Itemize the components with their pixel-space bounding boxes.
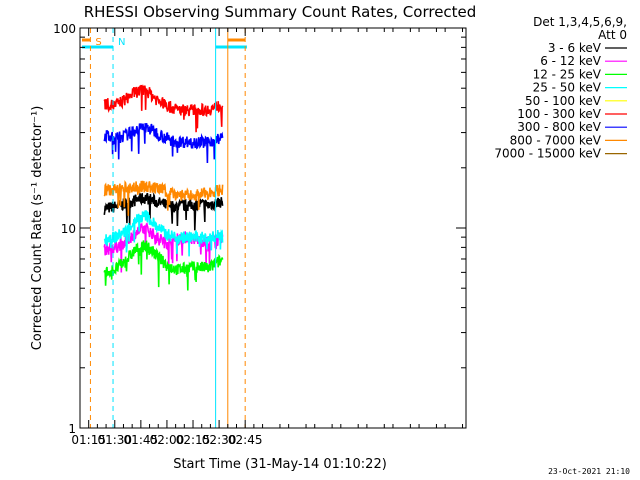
x-tick-label-0200: 02:00 (150, 433, 185, 447)
series-line-100-300-kev (103, 84, 224, 133)
legend-header-line1: Det 1,3,4,5,6,9, (533, 15, 627, 29)
y-tick-label-1: 1 (68, 422, 76, 436)
legend-header-line2: Att 0 (598, 28, 627, 42)
series-line-25-50-kev (103, 210, 224, 257)
y-tick-label-100: 100 (53, 22, 76, 36)
marker-label-n: N (118, 37, 125, 48)
legend-label-800-7000-kev: 800 - 7000 keV (510, 133, 602, 147)
x-axis-label: Start Time (31-May-14 01:10:22) (173, 457, 387, 472)
chart-title: RHESSI Observing Summary Count Rates, Co… (84, 3, 477, 21)
series-line-12-25-kev (103, 240, 224, 291)
y-tick-label-10: 10 (61, 222, 76, 236)
legend-label-50-100-kev: 50 - 100 keV (525, 94, 602, 108)
x-tick-label-0130: 01:30 (97, 433, 132, 447)
x-tick-label-0230: 02:30 (202, 433, 237, 447)
x-tick-label-0145: 01:45 (124, 433, 159, 447)
legend-label-3-6-kev: 3 - 6 keV (548, 41, 602, 55)
series-line-300-800-kev (103, 123, 224, 164)
marker-label-s: S (95, 37, 101, 48)
x-tick-label-0245: 02:45 (228, 433, 263, 447)
legend-label-100-300-kev: 100 - 300 keV (517, 107, 601, 121)
y-axis-label: Corrected Count Rate (s⁻¹ detector⁻¹) (30, 106, 45, 351)
legend-label-12-25-kev: 12 - 25 keV (533, 67, 602, 81)
legend-label-6-12-kev: 6 - 12 keV (540, 54, 602, 68)
legend-label-7000-15000-kev: 7000 - 15000 keV (494, 147, 601, 161)
render-timestamp: 23-Oct-2021 21:10 (548, 467, 630, 476)
x-tick-label-0215: 02:15 (176, 433, 211, 447)
series-line-800-7000-kev (103, 179, 224, 216)
legend-label-25-50-kev: 25 - 50 keV (533, 81, 602, 95)
series-line-6-12-kev (103, 222, 224, 273)
x-tick-label-0115: 01:15 (71, 433, 106, 447)
series-line-3-6-kev (103, 192, 224, 231)
y-axis: 1 10 100 (53, 22, 466, 436)
legend-label-300-800-kev: 300 - 800 keV (517, 120, 601, 134)
